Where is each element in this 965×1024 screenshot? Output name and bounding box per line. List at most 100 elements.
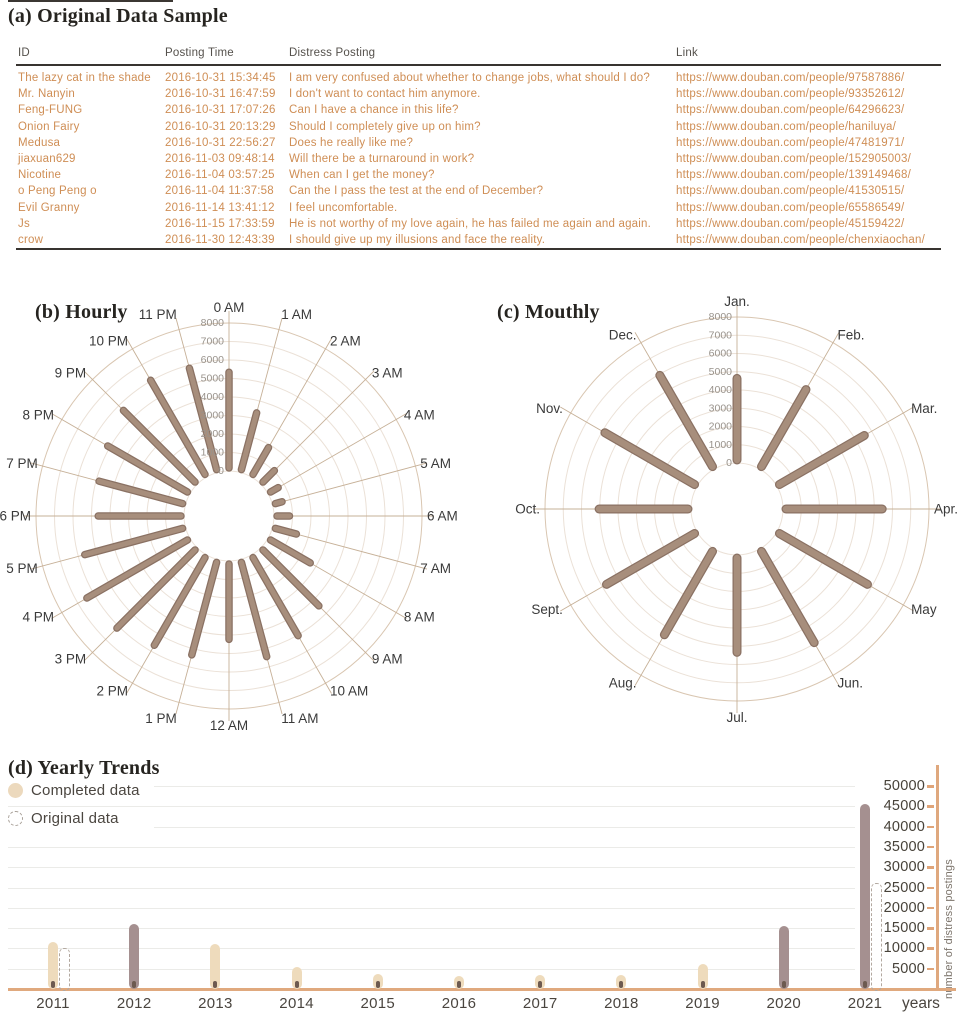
category-label: 6 PM <box>0 509 31 524</box>
radial-tick-label: 6000 <box>709 348 733 360</box>
polar-bar-fill <box>272 525 299 537</box>
gridline <box>8 887 855 889</box>
link-cell: https://www.douban.com/people/139149468/ <box>676 169 911 182</box>
category-label: 4 PM <box>23 610 55 625</box>
bar-2011 <box>48 942 58 989</box>
category-label: May <box>911 602 937 617</box>
bar-2020 <box>778 926 789 989</box>
gridline <box>8 928 855 930</box>
category-label: 9 PM <box>55 366 87 381</box>
y-tick-label: 50000 <box>883 778 925 794</box>
link-cell: https://www.douban.com/people/97587886/ <box>676 72 905 84</box>
table-cell: crow <box>18 234 44 247</box>
polar-bar-fill <box>758 386 810 470</box>
category-label: 1 AM <box>281 307 312 322</box>
category-label: 12 AM <box>210 718 248 733</box>
table-row: Evil Granny 2016-11-14 13:41:12 I feel unc… <box>16 200 941 216</box>
y-axis-line <box>936 765 939 989</box>
bar-2021 <box>860 804 870 989</box>
category-label: 2 PM <box>96 683 128 698</box>
dashed-circle-icon <box>8 811 23 826</box>
bar-2014 <box>291 966 302 989</box>
year-label: 2016 <box>441 995 477 1012</box>
table-cell: I should give up my illusions and face t… <box>289 234 546 247</box>
table-cell: Should I completely give up on him? <box>289 120 481 133</box>
table-cell: Medusa <box>18 136 61 149</box>
table-cell: 2016-10-31 22:56:27 <box>165 136 276 149</box>
bar-base-dot <box>294 981 299 988</box>
polar-bar-fill <box>114 547 198 631</box>
table-cell: 2016-11-04 11:37:58 <box>165 185 274 198</box>
y-tick-mark <box>927 927 934 930</box>
table-row: Feng-FUNG 2016-10-31 17:07:26 Can I have a… <box>16 102 941 118</box>
radial-tick-label: 7000 <box>201 336 225 348</box>
column-header: ID <box>18 47 30 59</box>
y-tick-mark <box>927 886 934 889</box>
link-cell: https://www.douban.com/people/haniluya/ <box>676 120 897 133</box>
table-cell: 2016-10-31 20:13:29 <box>165 120 276 133</box>
polar-bar-fill <box>758 548 818 646</box>
gridline <box>8 826 855 828</box>
bar-2019 <box>697 963 708 989</box>
column-header: Posting Time <box>165 47 234 59</box>
table-cell: Will there be a turnaround in work? <box>289 153 475 166</box>
link-cell: https://www.douban.com/people/64296623/ <box>676 104 905 117</box>
radial-tick-label: 1000 <box>201 447 225 459</box>
table-cell: The lazy cat in the shade <box>18 72 151 84</box>
dashed-bar-2011 <box>59 948 70 991</box>
link-cell: https://www.douban.com/people/152905003/ <box>676 153 911 166</box>
category-label: Feb. <box>838 327 865 342</box>
radial-tick-label: 0 <box>218 465 224 477</box>
category-label: Jan. <box>724 294 750 309</box>
table-cell: 2016-10-31 17:07:26 <box>165 104 276 117</box>
table-cell: 2016-11-30 12:43:39 <box>165 234 275 247</box>
y-tick-mark <box>927 845 934 849</box>
radial-tick-label: 7000 <box>709 329 733 341</box>
polar-bar-fill <box>776 530 871 588</box>
category-label: 11 PM <box>139 307 177 322</box>
table-cell: Onion Fairy <box>18 120 80 133</box>
legend-label: Completed data <box>31 782 140 799</box>
year-label: 2020 <box>766 995 802 1012</box>
polar-bar-fill <box>601 429 698 488</box>
polar-bar-fill <box>250 555 301 639</box>
radial-tick-label: 4000 <box>709 384 733 396</box>
table-cell: Can I have a chance in this life? <box>289 104 459 117</box>
table-cell: I don't want to contact him anymore. <box>289 88 481 101</box>
y-tick-mark <box>927 967 934 971</box>
y-axis-label: number of distress postings <box>943 859 955 999</box>
category-label: Jul. <box>726 710 747 725</box>
category-label: 5 PM <box>6 561 38 576</box>
category-label: 0 AM <box>214 300 245 315</box>
year-label: 2018 <box>604 995 639 1012</box>
category-label: 10 PM <box>89 334 128 349</box>
year-label: 2015 <box>360 995 396 1012</box>
polar-bar-fill <box>148 377 208 477</box>
polar-bar-fill <box>268 485 281 495</box>
chart-legend: Completed data Original data <box>6 779 154 835</box>
y-tick-mark <box>927 947 934 950</box>
link-cell: https://www.douban.com/people/41530515/ <box>676 185 905 198</box>
category-label: 11 AM <box>281 711 318 726</box>
link-cell: https://www.douban.com/people/65586549/ <box>676 201 905 214</box>
radial-tick-label: 3000 <box>709 402 733 414</box>
link-cell: https://www.douban.com/people/93352612/ <box>676 88 905 101</box>
section-a-title: (a) Original Data Sample <box>8 5 228 27</box>
section-b-title: (b) Hourly <box>35 301 128 323</box>
grid-ring <box>690 462 784 556</box>
column-header: Link <box>676 47 698 59</box>
polar-bar-fill <box>186 365 220 473</box>
bar-2012 <box>129 924 140 989</box>
year-label: 2012 <box>116 995 152 1012</box>
category-label: 3 PM <box>55 651 87 666</box>
gridline <box>8 786 855 787</box>
polar-bar-fill <box>250 445 271 477</box>
polar-bar-fill <box>84 537 190 601</box>
category-label: Mar. <box>911 401 937 416</box>
category-label: 8 AM <box>404 610 435 625</box>
spoke-line <box>272 462 428 505</box>
table-cell: Nicotine <box>18 169 62 182</box>
radial-tick-label: 8000 <box>709 311 733 323</box>
y-tick-label: 10000 <box>883 940 925 957</box>
yearly-trends-chart: (d) Yearly Trends Completed data Origina… <box>0 755 965 1024</box>
